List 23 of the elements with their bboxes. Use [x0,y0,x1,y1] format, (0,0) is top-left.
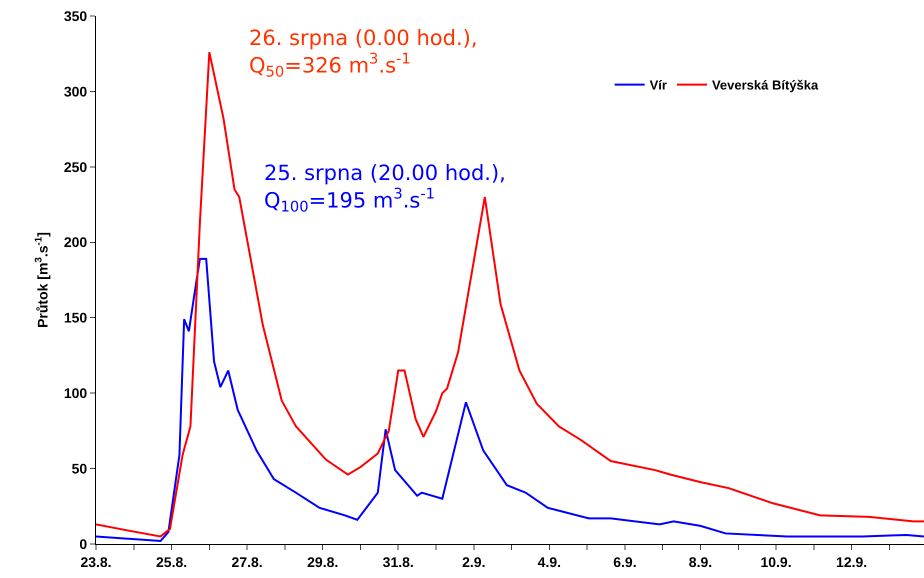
annotation: 25. srpna (20.00 hod.), Q$_{100}$=195 m$^{3}$.s$^{-1}$ [264,161,506,216]
x-tick-label: 23.8. [80,554,112,570]
y-tick-label: 250 [64,158,88,175]
x-tick-label: 4.9. [538,554,562,570]
y-tick-label: 150 [64,310,88,326]
x-tick-label: 10.9. [760,554,792,570]
annotation: 26. srpna (0.00 hod.), Q$_{50}$=326 m$^{3}$.s$^{-1}$ [249,26,478,81]
x-tick-label: 2.9. [462,554,486,570]
legend-label: Veverská Bítýška [712,78,820,93]
y-tick-label: 50 [72,460,88,476]
x-tick-label: 25.8. [156,554,188,570]
legend-label: Vír [650,78,667,93]
y-tick-label: 0 [79,536,88,552]
x-tick-label: 27.8. [232,554,263,570]
y-tick-label: 100 [64,385,88,402]
x-tick-label: 31.8. [382,554,414,570]
y-tick-label: 350 [64,8,88,24]
y-tick-label: 300 [64,83,88,100]
x-tick-label: 8.9. [688,554,712,570]
x-tick-label: 6.9. [613,554,637,570]
x-tick-label: 12.9. [836,554,868,570]
x-tick-label: 29.8. [307,554,338,570]
y-tick-label: 200 [64,234,88,250]
